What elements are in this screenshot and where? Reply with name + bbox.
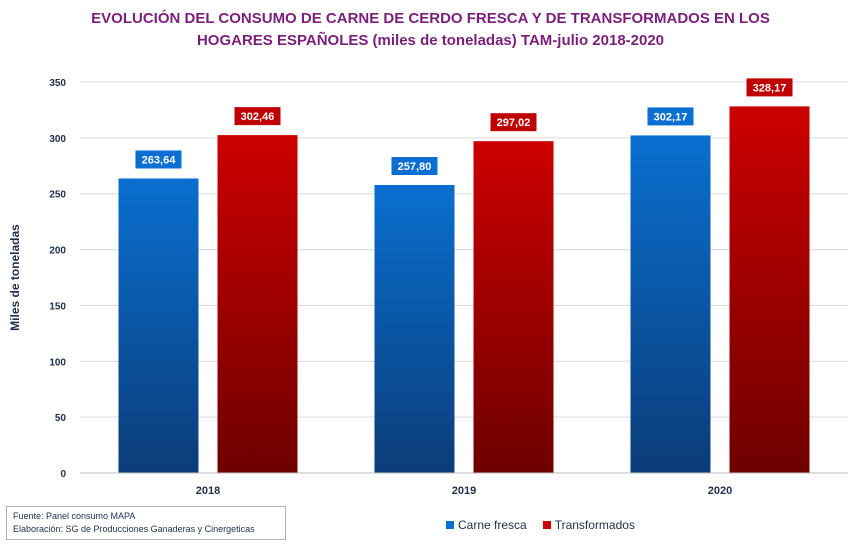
data-label: 328,17 [753,82,787,94]
legend-label-carne-fresca: Carne fresca [458,518,527,532]
data-label-box [135,150,182,169]
data-label-box [391,157,438,176]
legend-label-transformados: Transformados [554,518,635,532]
legend-swatch-transformados [542,521,551,529]
bar-carne-fresca-2019 [374,185,455,474]
data-label: 302,46 [241,111,275,123]
data-label: 297,02 [497,117,531,129]
chart-title-line-2: HOGARES ESPAÑOLES (miles de toneladas) T… [196,32,665,49]
bar-transformados-2018 [217,135,298,473]
source-line: Fuente: Panel consumo MAPA [13,511,136,521]
y-tick-label: 200 [49,246,66,257]
data-label-box [746,78,793,97]
y-tick-label: 250 [49,190,66,201]
data-label-box [490,113,537,132]
data-label: 257,80 [398,161,432,173]
x-tick-label: 2019 [452,485,476,497]
y-axis-label: Miles de toneladas [8,224,22,331]
legend-item-transformados: Transformados [542,518,635,532]
data-label: 302,17 [654,111,688,123]
source-box: Fuente: Panel consumo MAPA Elaboración: … [6,506,286,540]
bar-transformados-2019 [473,141,554,474]
bar-carne-fresca-2018 [118,178,199,474]
data-label-box [234,107,281,126]
bar-transformados-2020 [729,106,810,473]
y-tick-label: 300 [49,134,66,145]
y-tick-label: 100 [49,357,66,368]
x-tick-label: 2018 [196,485,220,497]
legend: Carne fresca Transformados [446,518,635,532]
legend-item-carne-fresca: Carne fresca [446,518,527,532]
legend-swatch-carne-fresca [446,521,454,529]
elaboration-line: Elaboración: SG de Producciones Ganadera… [13,524,255,534]
y-tick-label: 50 [55,413,67,424]
bar-carne-fresca-2020 [630,135,711,474]
data-label-box [647,107,694,126]
x-tick-label: 2020 [708,485,732,497]
y-tick-label: 150 [49,301,66,312]
chart-title-line-1: EVOLUCIÓN DEL CONSUMO DE CARNE DE CERDO … [91,10,770,27]
data-label: 263,64 [142,154,177,166]
y-tick-label: 0 [60,469,66,480]
y-tick-label: 350 [49,78,66,89]
